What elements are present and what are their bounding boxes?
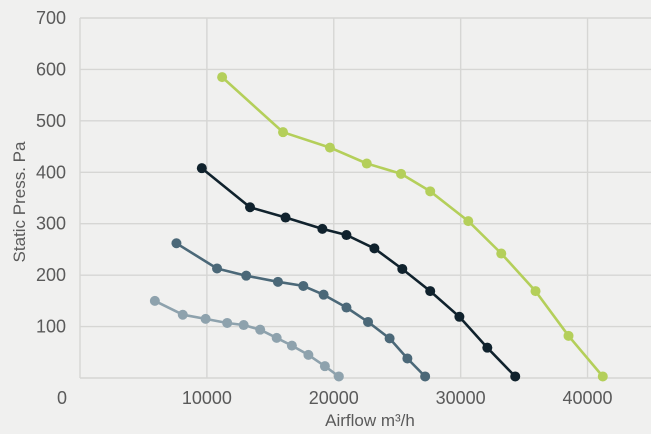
x-tick-label: 10000 bbox=[182, 388, 232, 408]
tick-labels: 100 200 300 400 500 600 700 0 10000 20000 30000 400… bbox=[36, 8, 613, 408]
series-1 bbox=[217, 72, 608, 382]
data-point bbox=[384, 333, 395, 344]
data-point bbox=[482, 342, 493, 353]
x-tick-label: 0 bbox=[57, 388, 67, 408]
data-point bbox=[341, 230, 352, 241]
data-point bbox=[341, 302, 352, 313]
data-point bbox=[530, 286, 541, 297]
data-point bbox=[149, 295, 160, 306]
data-point bbox=[222, 317, 233, 328]
y-tick-label: 300 bbox=[36, 214, 66, 234]
data-point bbox=[212, 263, 223, 274]
data-point bbox=[397, 263, 408, 274]
data-point bbox=[200, 313, 211, 324]
y-axis-label: Static Press. Pa bbox=[10, 141, 29, 262]
data-point bbox=[319, 361, 330, 372]
series-3 bbox=[171, 238, 431, 382]
y-tick-label: 500 bbox=[36, 111, 66, 131]
y-tick-label: 100 bbox=[36, 317, 66, 337]
data-point bbox=[402, 353, 413, 364]
data-point bbox=[317, 223, 328, 234]
data-point bbox=[177, 309, 188, 320]
data-point bbox=[597, 371, 608, 382]
x-axis-label: Airflow m³/h bbox=[325, 411, 415, 430]
data-point bbox=[324, 142, 335, 153]
data-point bbox=[563, 330, 574, 341]
data-point bbox=[425, 286, 436, 297]
data-point bbox=[318, 289, 329, 300]
data-point bbox=[271, 332, 282, 343]
x-axis-label-text: Airflow m³/h bbox=[325, 411, 415, 430]
data-point bbox=[361, 158, 372, 169]
x-tick-label: 20000 bbox=[309, 388, 359, 408]
data-point bbox=[510, 371, 521, 382]
data-point bbox=[369, 243, 380, 254]
y-tick-label: 600 bbox=[36, 59, 66, 79]
data-point bbox=[454, 311, 465, 322]
data-point bbox=[278, 127, 289, 138]
x-tick-label: 30000 bbox=[436, 388, 486, 408]
data-point bbox=[272, 276, 283, 287]
y-tick-label: 200 bbox=[36, 265, 66, 285]
series-line bbox=[220, 75, 605, 378]
grid bbox=[79, 17, 651, 379]
data-point bbox=[196, 163, 207, 174]
series-2 bbox=[196, 163, 521, 382]
data-point bbox=[363, 316, 374, 327]
data-point bbox=[286, 340, 297, 351]
series-line bbox=[175, 242, 427, 378]
data-point bbox=[255, 324, 266, 335]
y-tick-label: 700 bbox=[36, 8, 66, 28]
x-tick-label: 40000 bbox=[563, 388, 613, 408]
data-point bbox=[496, 248, 507, 259]
data-point bbox=[396, 168, 407, 179]
data-point bbox=[217, 72, 228, 83]
data-point bbox=[171, 238, 182, 249]
data-point bbox=[425, 186, 436, 197]
series-group bbox=[149, 72, 608, 382]
data-point bbox=[420, 371, 431, 382]
data-point bbox=[463, 216, 474, 227]
data-point bbox=[280, 212, 291, 223]
series-4 bbox=[149, 295, 344, 382]
data-point bbox=[303, 349, 314, 360]
data-point bbox=[333, 371, 344, 382]
y-tick-label: 400 bbox=[36, 162, 66, 182]
data-point bbox=[241, 270, 252, 281]
data-point bbox=[238, 320, 249, 331]
data-point bbox=[245, 202, 256, 213]
data-point bbox=[298, 280, 309, 291]
